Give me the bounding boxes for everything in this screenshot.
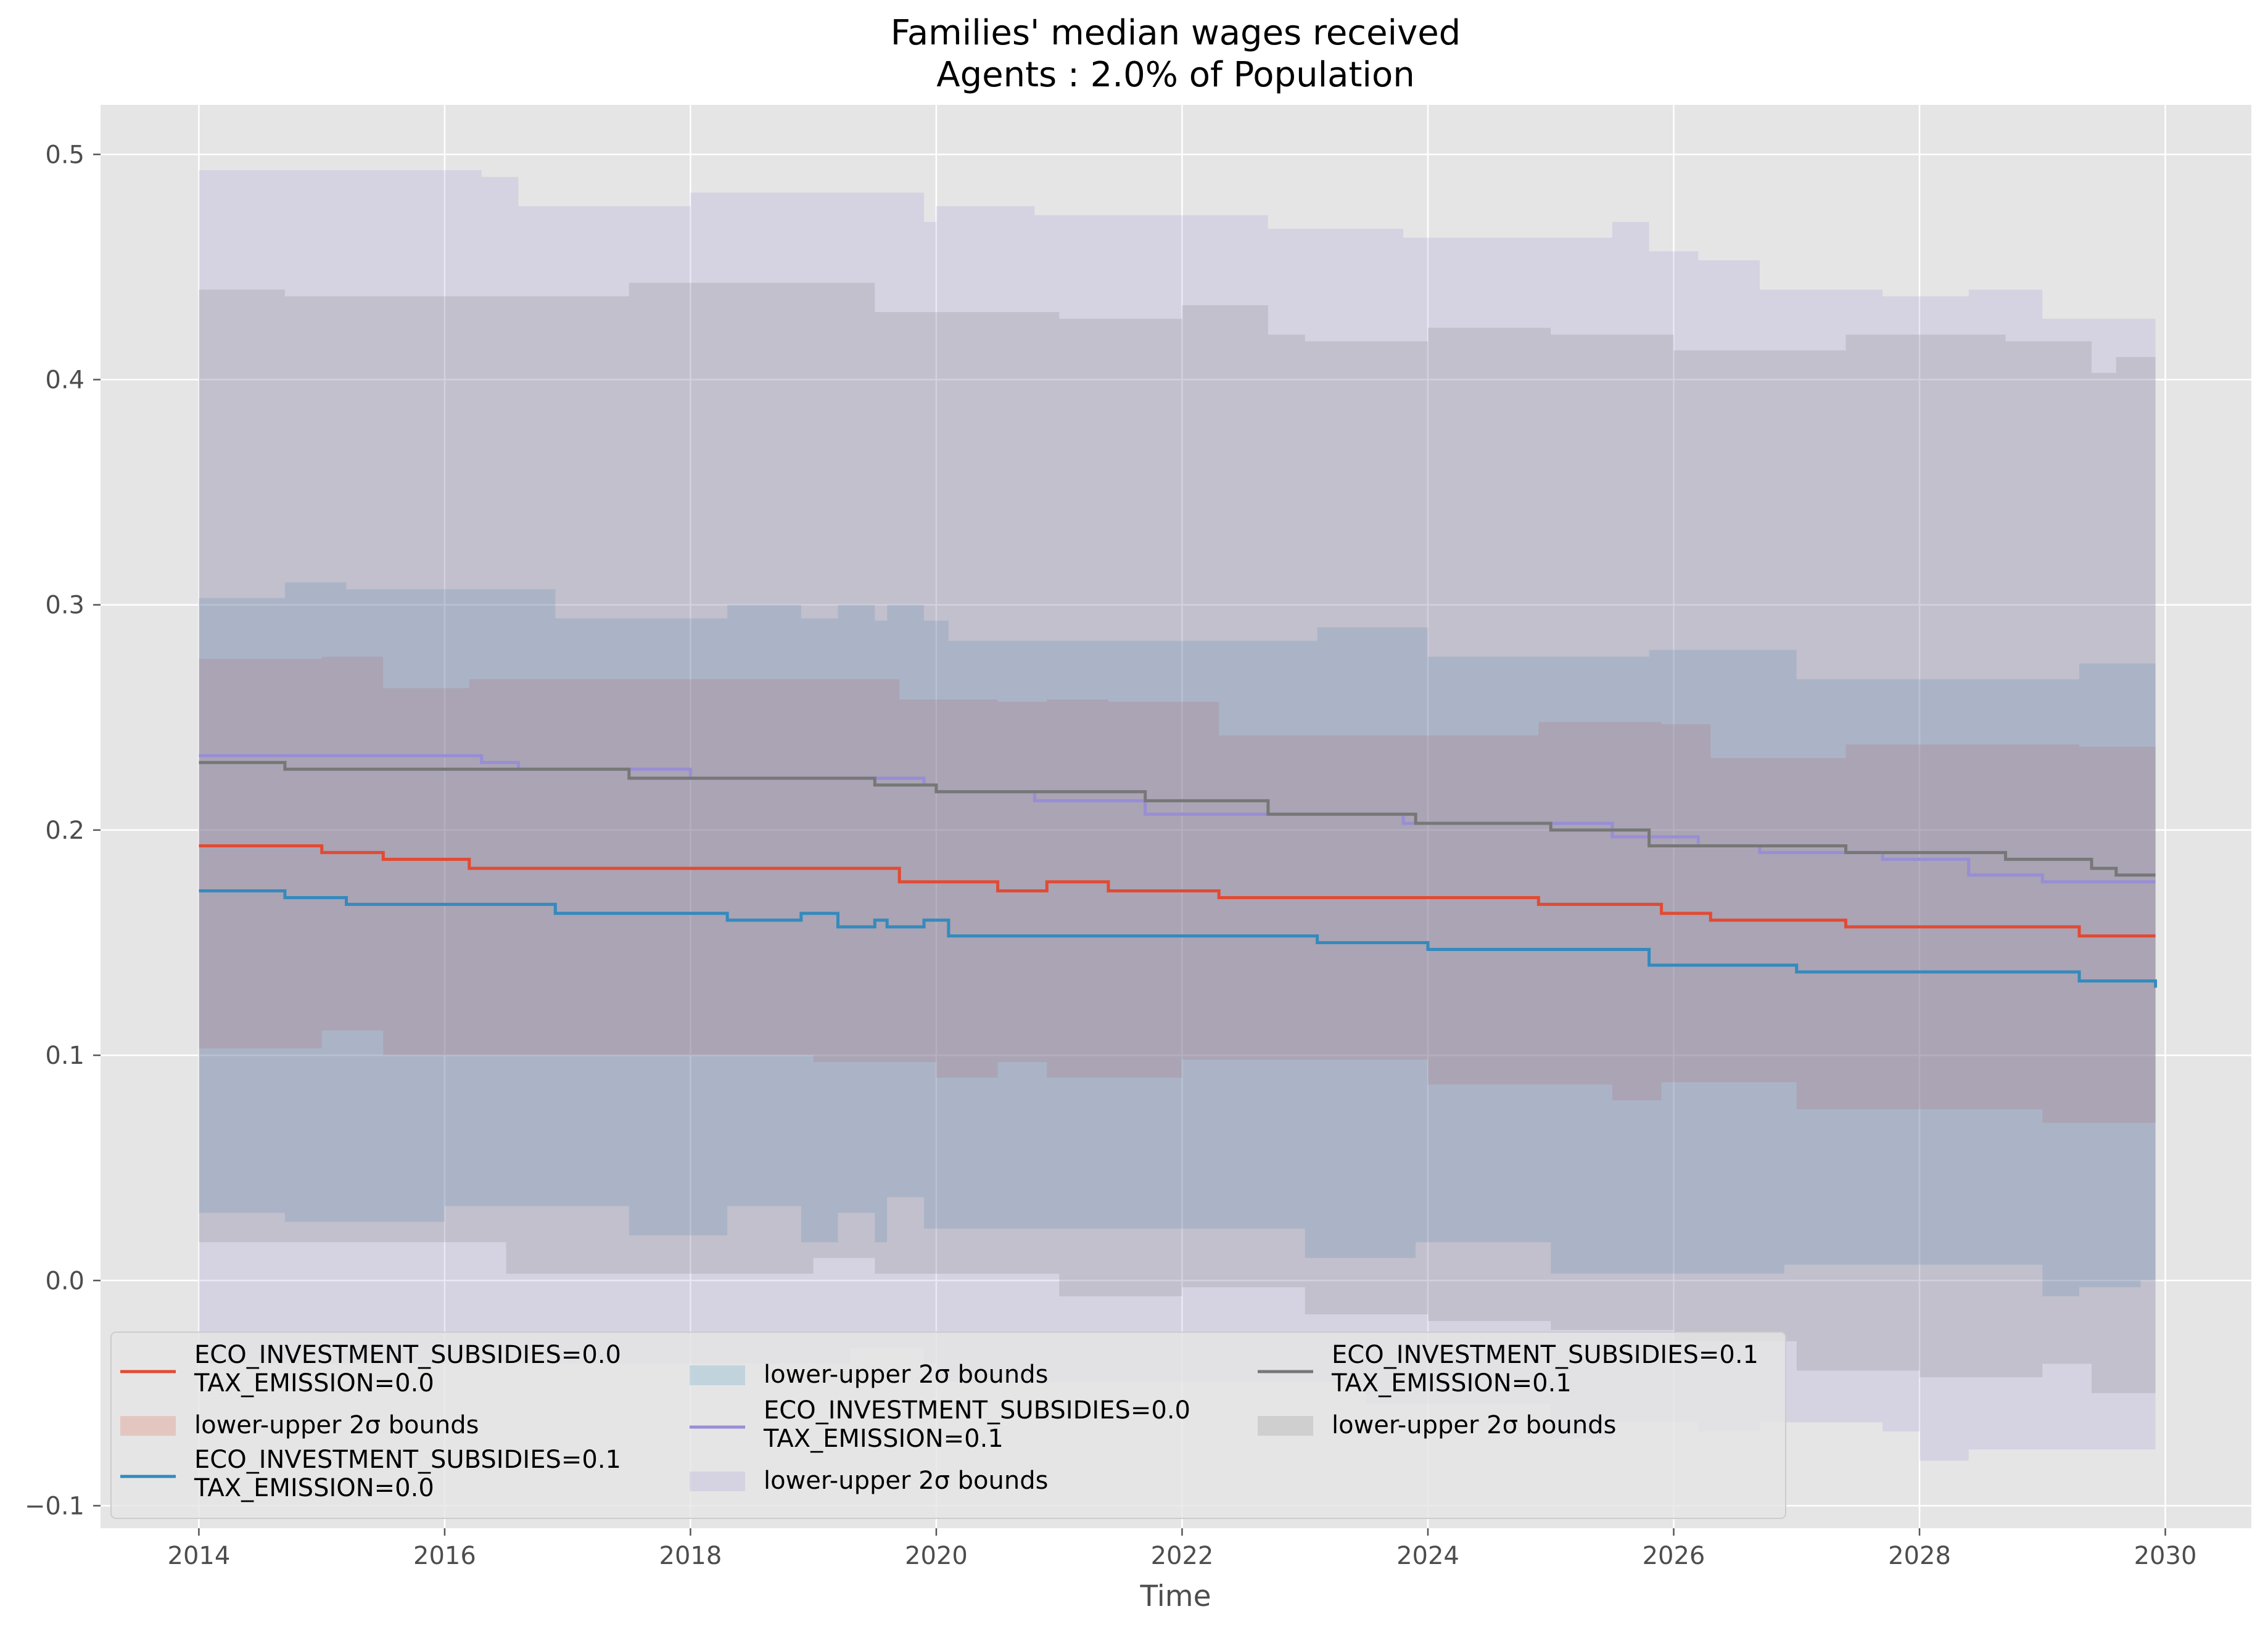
legend-series-4-label: ECO_INVESTMENT_SUBSIDIES=0.1: [1332, 1341, 1759, 1369]
y-tick-label: 0.0: [45, 1267, 85, 1295]
legend-box: [110, 1332, 1786, 1519]
x-tick-label: 2022: [1151, 1542, 1214, 1570]
legend-series-1-band-swatch: [120, 1416, 176, 1436]
x-tick-label: 2028: [1888, 1542, 1951, 1570]
x-tick-label: 2026: [1643, 1542, 1705, 1570]
legend-series-2-band-label: lower-upper 2σ bounds: [764, 1360, 1048, 1389]
plot-area: [101, 105, 2251, 1528]
series-1-line: [199, 844, 2156, 938]
x-axis-ticks: 2014 2016 2018 2020 2022 2024 2026 2028 2030: [168, 1528, 2197, 1570]
legend-series-3-label: ECO_INVESTMENT_SUBSIDIES=0.0: [764, 1396, 1190, 1425]
series-2-line: [199, 889, 2158, 988]
legend-series-3-label: TAX_EMISSION=0.1: [763, 1425, 1004, 1453]
legend-series-1-band-label: lower-upper 2σ bounds: [194, 1411, 479, 1439]
series-4-band: [199, 282, 2156, 1393]
legend-series-2-band-swatch: [690, 1365, 745, 1385]
x-tick-label: 2016: [413, 1542, 476, 1570]
y-tick-label: 0.5: [45, 141, 85, 169]
x-axis-label: Time: [1139, 1579, 1211, 1613]
legend-series-2-label: ECO_INVESTMENT_SUBSIDIES=0.1: [194, 1446, 621, 1474]
legend-series-4-band-swatch: [1258, 1416, 1313, 1436]
legend-series-1-label: ECO_INVESTMENT_SUBSIDIES=0.0: [194, 1341, 621, 1369]
y-tick-label: −0.1: [25, 1492, 85, 1520]
y-axis-ticks: −0.1 0.0 0.1 0.2 0.3 0.4 0.5: [25, 141, 101, 1520]
x-tick-label: 2018: [659, 1542, 722, 1570]
legend-series-1-label: TAX_EMISSION=0.0: [194, 1369, 434, 1397]
series-2-band: [199, 582, 2156, 1296]
x-tick-label: 2024: [1396, 1542, 1459, 1570]
y-tick-label: 0.1: [45, 1042, 85, 1070]
x-tick-label: 2020: [905, 1542, 968, 1570]
x-tick-label: 2014: [168, 1542, 231, 1570]
legend: ECO_INVESTMENT_SUBSIDIES=0.0TAX_EMISSION…: [110, 1332, 1786, 1519]
series-4-line: [199, 760, 2156, 877]
chart-title: Families' median wages received: [891, 13, 1461, 53]
y-tick-label: 0.3: [45, 591, 85, 620]
legend-series-2-label: TAX_EMISSION=0.0: [194, 1474, 434, 1502]
legend-series-4-band-label: lower-upper 2σ bounds: [1332, 1411, 1616, 1439]
grid: [101, 105, 2251, 1528]
chart-subtitle: Agents : 2.0% of Population: [936, 55, 1414, 95]
legend-series-4-label: TAX_EMISSION=0.1: [1331, 1369, 1572, 1397]
y-tick-label: 0.4: [45, 366, 85, 395]
legend-series-3-band-label: lower-upper 2σ bounds: [764, 1467, 1048, 1495]
legend-series-3-band-swatch: [690, 1472, 745, 1491]
series-lines: [199, 754, 2158, 988]
y-tick-label: 0.2: [45, 817, 85, 845]
confidence-bands: [199, 170, 2156, 1461]
x-tick-label: 2030: [2134, 1542, 2197, 1570]
